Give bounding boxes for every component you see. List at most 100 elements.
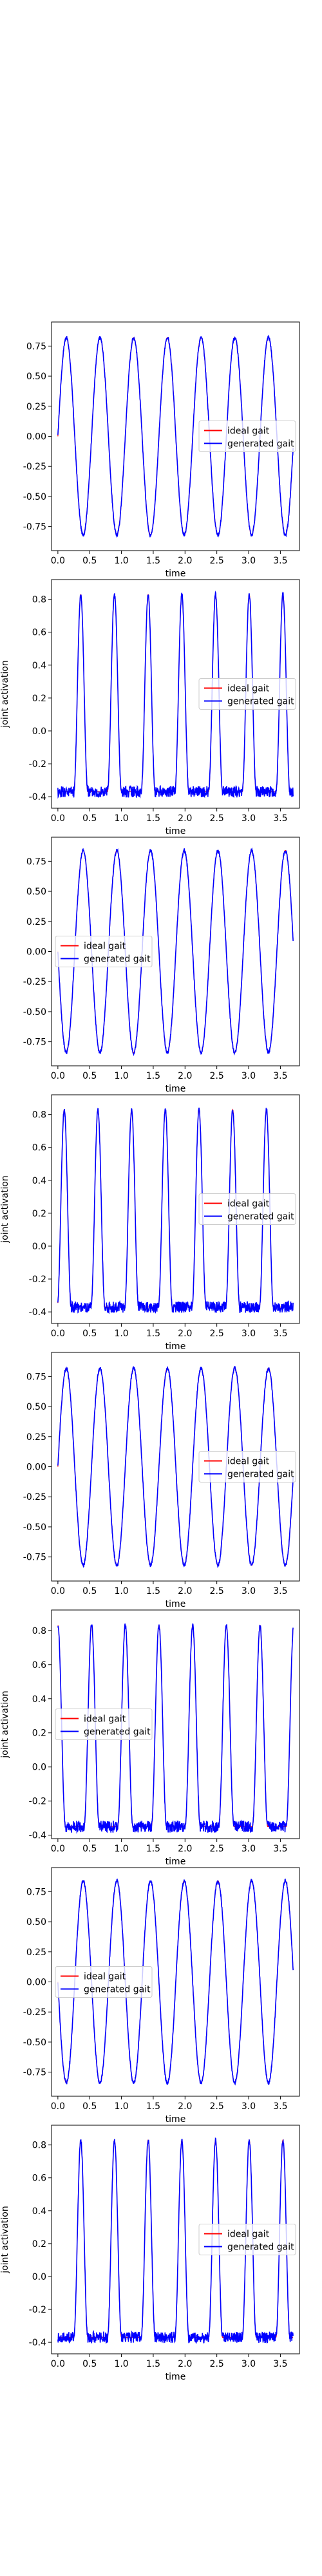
y-tick-label: -0.4 — [29, 792, 46, 802]
x-tick-label: 2.0 — [178, 556, 192, 566]
y-tick-label: 0.75 — [26, 857, 46, 867]
legend-label: ideal gait — [227, 426, 270, 437]
legend: ideal gait generated gait — [199, 2224, 296, 2255]
chart-panel-5: 0.0 0.5 1.0 1.5 2.0 2.5 3.0 3.5-0.75-0.50-0.250… — [23, 1352, 299, 1609]
x-tick-label: 2.5 — [210, 556, 224, 566]
x-tick-label: 0.0 — [51, 1329, 65, 1339]
x-tick-label: 1.5 — [146, 1586, 160, 1596]
x-tick-label: 3.5 — [273, 813, 287, 824]
x-tick-label: 1.0 — [114, 1071, 128, 1081]
x-tick-label: 1.5 — [146, 1329, 160, 1339]
y-tick-label: 0.50 — [26, 372, 46, 382]
x-tick-label: 1.5 — [146, 1844, 160, 1854]
y-tick-label: 0.2 — [32, 694, 46, 704]
x-tick-label: 3.5 — [273, 1071, 287, 1081]
legend-label: generated gait — [84, 954, 151, 965]
y-tick-label: 0.75 — [26, 1887, 46, 1897]
y-tick-label: -0.50 — [23, 2038, 46, 2048]
legend: ideal gait generated gait — [199, 421, 296, 452]
legend-label: ideal gait — [227, 2230, 270, 2240]
y-tick-label: 0.6 — [32, 628, 46, 638]
x-tick-label: 3.5 — [273, 2359, 287, 2369]
y-tick-label: -0.50 — [23, 1007, 46, 1018]
y-tick-label: 0.0 — [32, 2272, 46, 2282]
x-tick-label: 3.0 — [242, 1844, 256, 1854]
legend-label: generated gait — [227, 1470, 294, 1480]
x-tick-label: 2.0 — [178, 1844, 192, 1854]
chart-panel-3: 0.0 0.5 1.0 1.5 2.0 2.5 3.0 3.5 -0.75 -0.50 -0.25 0… — [23, 837, 299, 1094]
x-tick-label: 2.0 — [178, 2359, 192, 2369]
x-tick-label: 2.5 — [210, 1586, 224, 1596]
y-tick-label: -0.4 — [29, 1307, 46, 1318]
x-tick-label: 3.5 — [273, 1329, 287, 1339]
y-tick-label: -0.2 — [29, 759, 46, 770]
x-tick-label: 1.0 — [114, 556, 128, 566]
x-axis-label: time — [166, 2114, 186, 2125]
y-tick-label: 0.2 — [32, 1209, 46, 1219]
x-tick-label: 3.0 — [242, 1071, 256, 1081]
x-tick-label: 0.0 — [51, 1071, 65, 1081]
legend-label: generated gait — [227, 439, 294, 450]
x-tick-label: 0.5 — [82, 1071, 97, 1081]
x-tick-label: 1.0 — [114, 1329, 128, 1339]
x-tick-label: 2.0 — [178, 2101, 192, 2112]
chart-panel-7: 0.0 0.5 1.0 1.5 2.0 2.5 3.0 3.5-0.75-0.50-0.250… — [23, 1868, 299, 2125]
y-tick-label: 0.25 — [26, 1432, 46, 1443]
y-tick-label: 0.00 — [26, 1978, 46, 1988]
chart-panel-1: 0.0 0.5 1.0 1.5 2.0 2.5 3.0 3.5 -0.75 -0.50 -0.25 0… — [23, 322, 299, 579]
y-tick-label: 0.0 — [32, 726, 46, 737]
x-tick-label: 1.5 — [146, 813, 160, 824]
x-tick-label: 2.0 — [178, 813, 192, 824]
x-tick-label: 1.0 — [114, 1586, 128, 1596]
legend-label: generated gait — [84, 1985, 151, 1995]
y-tick-label: 0.6 — [32, 1660, 46, 1671]
y-tick-label: 0.8 — [32, 595, 46, 605]
x-tick-label: 2.5 — [210, 1329, 224, 1339]
y-tick-label: -0.2 — [29, 2305, 46, 2315]
y-tick-label: 0.50 — [26, 1402, 46, 1412]
x-tick-label: 1.5 — [146, 2101, 160, 2112]
y-tick-label: -0.25 — [23, 977, 46, 987]
legend: ideal gait generated gait — [55, 1967, 152, 1998]
legend-label: generated gait — [227, 697, 294, 707]
y-tick-label: -0.4 — [29, 1831, 46, 1841]
y-tick-label: 0.2 — [32, 1728, 46, 1739]
x-axis-label: time — [166, 2372, 186, 2382]
x-tick-label: 2.5 — [210, 1071, 224, 1081]
x-tick-label: 2.5 — [210, 2359, 224, 2369]
y-tick-label: 0.4 — [32, 1176, 46, 1186]
x-tick-label: 1.5 — [146, 556, 160, 566]
y-tick-label: -0.75 — [23, 1037, 46, 1048]
x-tick-label: 0.5 — [82, 1844, 97, 1854]
x-tick-label: 0.0 — [51, 1586, 65, 1596]
y-axis-label: joint activation — [0, 660, 10, 728]
chart-panel-8: 0.0 0.5 1.0 1.5 2.0 2.5 3.0 3.5-0.4-0.20.00.20.… — [0, 2125, 299, 2382]
y-tick-label: 0.8 — [32, 2141, 46, 2151]
x-tick-label: 0.0 — [51, 813, 65, 824]
x-axis-label: time — [166, 826, 186, 837]
y-tick-label: 0.2 — [32, 2239, 46, 2249]
legend-label: generated gait — [227, 1212, 294, 1222]
y-tick-label: -0.25 — [23, 1492, 46, 1502]
y-tick-label: 0.8 — [32, 1626, 46, 1636]
x-tick-label: 3.0 — [242, 2359, 256, 2369]
x-tick-label: 3.0 — [242, 813, 256, 824]
y-tick-label: 0.0 — [32, 1242, 46, 1252]
legend: ideal gait generated gait — [199, 1194, 296, 1225]
x-axis-label: time — [166, 1857, 186, 1867]
x-tick-label: 3.0 — [242, 1586, 256, 1596]
y-tick-label: -0.25 — [23, 2007, 46, 2018]
x-tick-label: 0.5 — [82, 1586, 97, 1596]
y-tick-label: -0.50 — [23, 1522, 46, 1533]
x-tick-label: 3.0 — [242, 2101, 256, 2112]
legend: ideal gait generated gait — [199, 1452, 296, 1482]
y-tick-label: 0.4 — [32, 1694, 46, 1705]
y-tick-label: -0.25 — [23, 462, 46, 472]
chart-panel-2: 0.0 0.5 1.0 1.5 2.0 2.5 3.0 3.5-0.4-0.20.00.20.… — [0, 580, 299, 837]
x-tick-label: 1.0 — [114, 1844, 128, 1854]
x-tick-label: 2.0 — [178, 1329, 192, 1339]
x-tick-label: 0.5 — [82, 813, 97, 824]
x-tick-label: 3.5 — [273, 1844, 287, 1854]
y-tick-label: 0.8 — [32, 1110, 46, 1121]
y-tick-label: -0.75 — [23, 2068, 46, 2078]
